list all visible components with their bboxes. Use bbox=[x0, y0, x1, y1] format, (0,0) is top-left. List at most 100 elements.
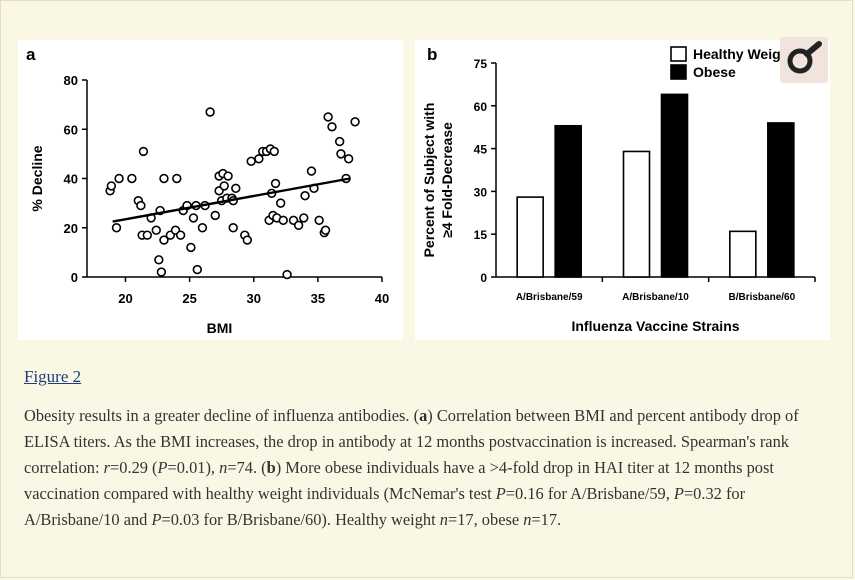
caption-text: =0.29 ( bbox=[110, 458, 158, 477]
data-point bbox=[323, 112, 333, 122]
data-point bbox=[242, 235, 253, 245]
data-point bbox=[159, 173, 169, 184]
caption-stat: n bbox=[439, 510, 448, 529]
data-point bbox=[350, 117, 360, 127]
data-point bbox=[172, 173, 182, 184]
bar bbox=[622, 150, 651, 278]
data-point bbox=[192, 264, 203, 275]
y-tick-label: 0 bbox=[480, 271, 487, 285]
x-tick-label: 20 bbox=[118, 291, 132, 306]
data-point bbox=[327, 122, 337, 132]
data-point bbox=[231, 183, 241, 194]
trend-line bbox=[112, 177, 351, 223]
data-point bbox=[175, 230, 186, 240]
panel-b-background bbox=[415, 40, 830, 340]
data-point bbox=[210, 210, 220, 221]
data-point bbox=[278, 215, 288, 226]
caption-stat: n bbox=[523, 510, 532, 529]
figure-link[interactable]: Figure 2 bbox=[24, 367, 82, 386]
bar bbox=[554, 124, 582, 278]
y-axis-title: % Decline bbox=[29, 145, 45, 211]
x-tick-label: 35 bbox=[311, 291, 325, 306]
panel-a-label: a bbox=[26, 45, 36, 64]
caption-text: =0.03 for B/Brisbane/60). Healthy weight bbox=[161, 510, 440, 529]
y-tick-label: 20 bbox=[64, 221, 78, 236]
data-point bbox=[343, 154, 354, 164]
caption-text: =0.32 for A/Brisbane/10 and bbox=[24, 484, 746, 529]
scatter-plot: 0 20 40 60 80 20 25 30 35 40 BMI % Decline bbox=[29, 73, 389, 336]
caption-stat: P bbox=[151, 510, 162, 529]
data-point bbox=[138, 146, 149, 157]
y-tick-label: 75 bbox=[474, 57, 488, 71]
caption-panel-a-ref: a bbox=[419, 406, 428, 425]
data-point bbox=[293, 220, 304, 230]
data-point bbox=[197, 223, 208, 233]
data-point bbox=[336, 149, 346, 159]
caption-panel-b-ref: b bbox=[266, 458, 276, 477]
caption-text: ) Correlation between BMI and percent an… bbox=[24, 406, 799, 477]
caption-text: ) More obese individuals have a >4-fold … bbox=[24, 458, 774, 503]
legend-label-obese: Obese bbox=[693, 64, 736, 80]
data-point bbox=[188, 213, 199, 223]
data-point bbox=[299, 213, 309, 223]
figure-panels: a 0 20 40 60 80 20 25 30 35 40 BMI % Decline b 0 15 3… bbox=[18, 40, 830, 340]
bar bbox=[660, 93, 689, 278]
y-tick-label: 15 bbox=[474, 228, 488, 242]
data-point bbox=[246, 156, 256, 166]
y-tick-label: 45 bbox=[474, 143, 488, 157]
data-point bbox=[127, 173, 137, 184]
data-point bbox=[223, 171, 233, 181]
panel-a-background bbox=[18, 40, 403, 340]
data-point bbox=[114, 173, 124, 184]
caption-text: =0.01), bbox=[167, 458, 220, 477]
data-point bbox=[136, 200, 146, 211]
zoom-button[interactable] bbox=[780, 37, 828, 83]
x-axis-title: Influenza Vaccine Strains bbox=[571, 318, 739, 334]
x-tick-label: 25 bbox=[182, 291, 196, 306]
caption-text: =17, obese bbox=[447, 510, 524, 529]
y-tick-label: 40 bbox=[64, 172, 78, 187]
y-tick-label: 0 bbox=[71, 270, 78, 285]
y-tick-label: 80 bbox=[64, 73, 78, 88]
y-axis-title: Percent of Subject with bbox=[421, 103, 437, 258]
y-axis-title: ≥4 Fold-Decrease bbox=[439, 122, 455, 238]
data-point bbox=[159, 235, 169, 245]
caption-stat: P bbox=[495, 484, 506, 503]
y-tick-label: 30 bbox=[474, 185, 488, 199]
bar bbox=[516, 196, 544, 278]
data-point bbox=[154, 255, 164, 265]
figure-caption: Obesity results in a greater decline of … bbox=[24, 403, 834, 533]
magnifier-icon bbox=[787, 41, 822, 74]
caption-text: =0.16 for A/Brisbane/59, bbox=[505, 484, 674, 503]
y-tick-label: 60 bbox=[474, 100, 488, 114]
x-tick-label: B/Brisbane/60 bbox=[728, 292, 795, 303]
caption-stat: r bbox=[103, 458, 111, 477]
data-point bbox=[275, 198, 286, 208]
data-point bbox=[106, 181, 117, 191]
data-point bbox=[219, 181, 229, 191]
data-point bbox=[300, 191, 310, 201]
data-point bbox=[254, 154, 264, 164]
data-point bbox=[205, 107, 215, 117]
data-point bbox=[306, 166, 317, 176]
caption-stat: n bbox=[219, 458, 228, 477]
caption-text: Obesity results in a greater decline of … bbox=[24, 406, 420, 425]
data-point bbox=[156, 267, 167, 277]
data-point bbox=[142, 230, 152, 240]
bar bbox=[729, 230, 757, 278]
data-point bbox=[269, 146, 279, 157]
bar-chart: 0 15 30 45 60 75 A/Brisbane/59 A/Brisbane/10 B/B… bbox=[421, 57, 816, 334]
x-tick-label: 30 bbox=[247, 291, 261, 306]
legend-swatch-obese bbox=[670, 64, 687, 80]
data-point bbox=[320, 225, 331, 235]
x-axis-title: BMI bbox=[207, 320, 233, 336]
x-tick-label: A/Brisbane/59 bbox=[516, 292, 583, 303]
data-point bbox=[151, 225, 161, 235]
data-point bbox=[334, 136, 345, 147]
caption-stat: P bbox=[157, 458, 168, 477]
x-tick-label: 40 bbox=[375, 291, 389, 306]
data-point bbox=[228, 223, 238, 233]
legend-label-healthy: Healthy Weight bbox=[693, 46, 794, 62]
data-point bbox=[314, 215, 324, 226]
